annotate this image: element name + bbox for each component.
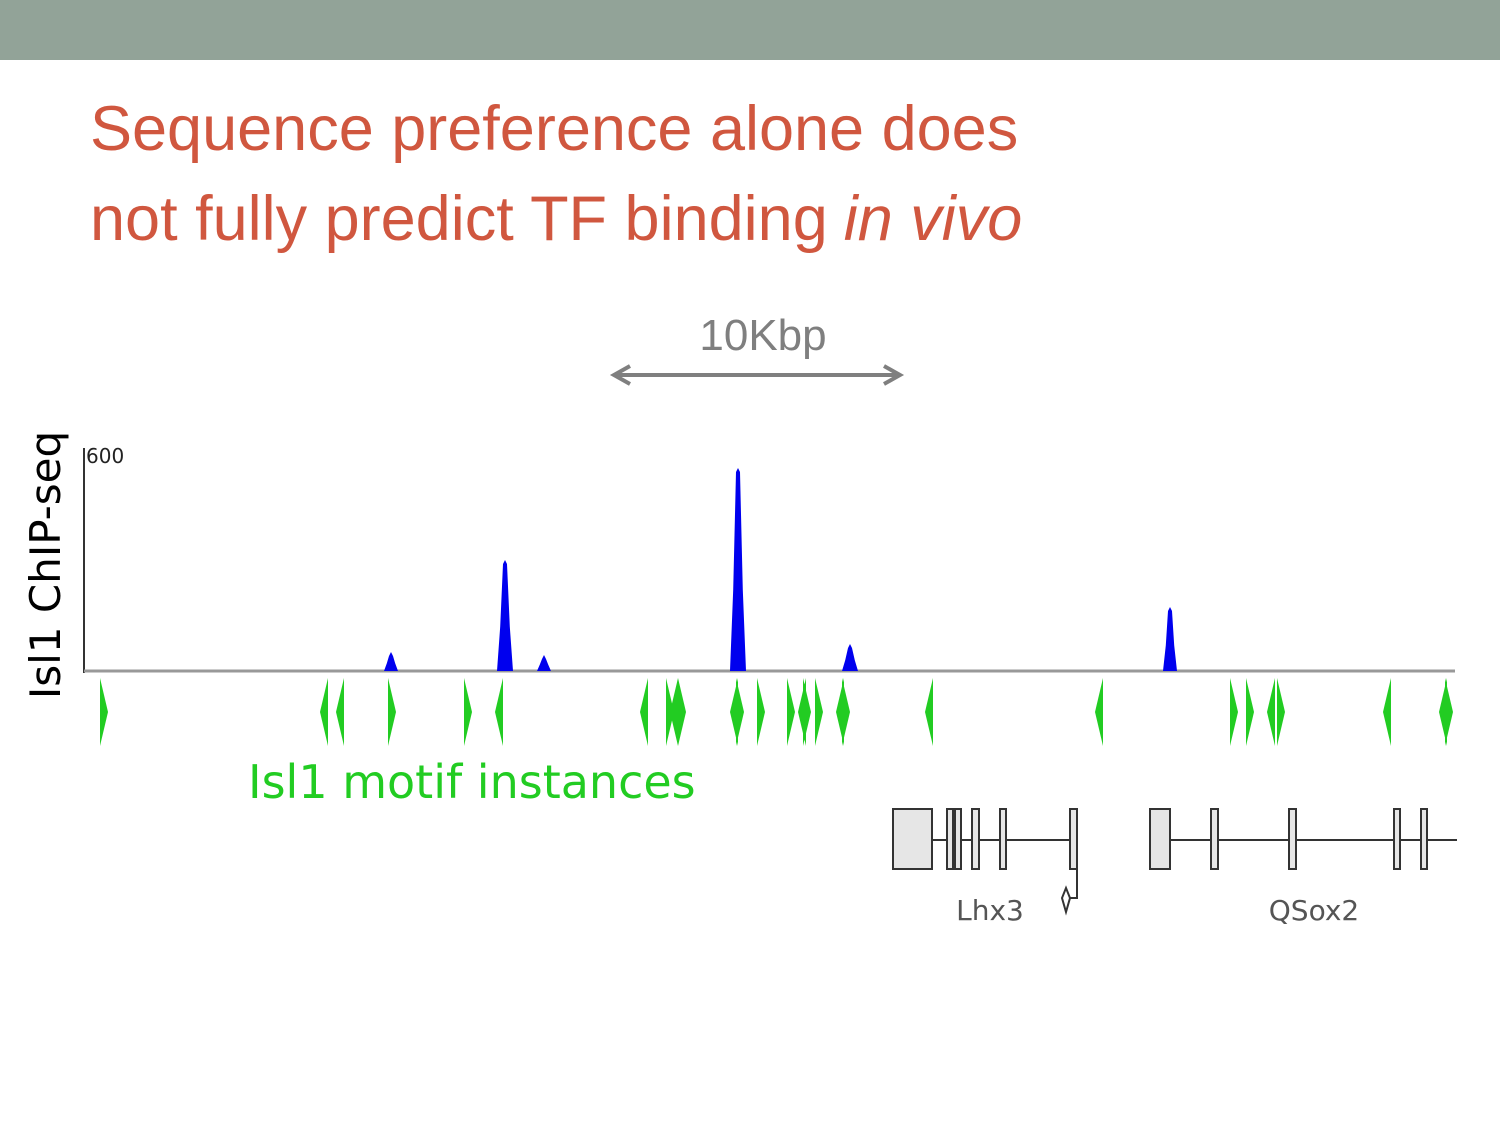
motif-arrow — [678, 678, 686, 746]
gene-label: QSox2 — [1269, 894, 1359, 927]
title-line: not fully predict TF binding in vivo — [90, 184, 1022, 254]
motif-arrow — [1383, 678, 1391, 746]
motif-arrow — [736, 678, 744, 746]
title-line: Sequence preference alone does — [90, 94, 1018, 164]
motif-arrow — [640, 678, 648, 746]
motif-arrow — [495, 678, 503, 746]
motif-arrow — [1277, 678, 1285, 746]
motif-label: Isl1 motif instances — [248, 755, 696, 809]
motif-arrow — [842, 678, 850, 746]
motif-arrow — [100, 678, 108, 746]
motif-arrow — [388, 678, 396, 746]
motif-arrow — [1267, 678, 1275, 746]
peaks — [384, 468, 1177, 671]
scale-label: 10Kbp — [699, 311, 826, 360]
top-bar — [0, 0, 1500, 60]
motif-arrow — [464, 678, 472, 746]
peak — [730, 468, 746, 671]
motif-arrow — [815, 678, 823, 746]
peak — [537, 655, 551, 671]
motif-arrow — [320, 678, 328, 746]
motif-arrow — [670, 678, 678, 746]
gene-label: Lhx3 — [956, 894, 1024, 927]
title-text: not fully predict TF binding — [90, 184, 828, 254]
motif-arrow — [925, 678, 933, 746]
motif-arrow — [757, 678, 765, 746]
scale-arrow — [609, 364, 905, 386]
motif-arrow — [1230, 678, 1238, 746]
motif-arrow — [787, 678, 795, 746]
motif-arrow — [1095, 678, 1103, 746]
peak — [497, 560, 513, 671]
motifs — [100, 678, 1453, 746]
peak — [1163, 607, 1177, 671]
motif-arrow — [803, 678, 811, 746]
peak — [842, 644, 858, 671]
motif-arrow — [336, 678, 344, 746]
track-label: Isl1 ChIP-seq — [21, 431, 70, 699]
track-max: 600 — [86, 444, 124, 468]
gene-models — [892, 808, 1457, 916]
motif-arrow — [1246, 678, 1254, 746]
title-italic: in vivo — [844, 184, 1023, 254]
peak — [384, 652, 398, 671]
motif-arrow — [1445, 678, 1453, 746]
